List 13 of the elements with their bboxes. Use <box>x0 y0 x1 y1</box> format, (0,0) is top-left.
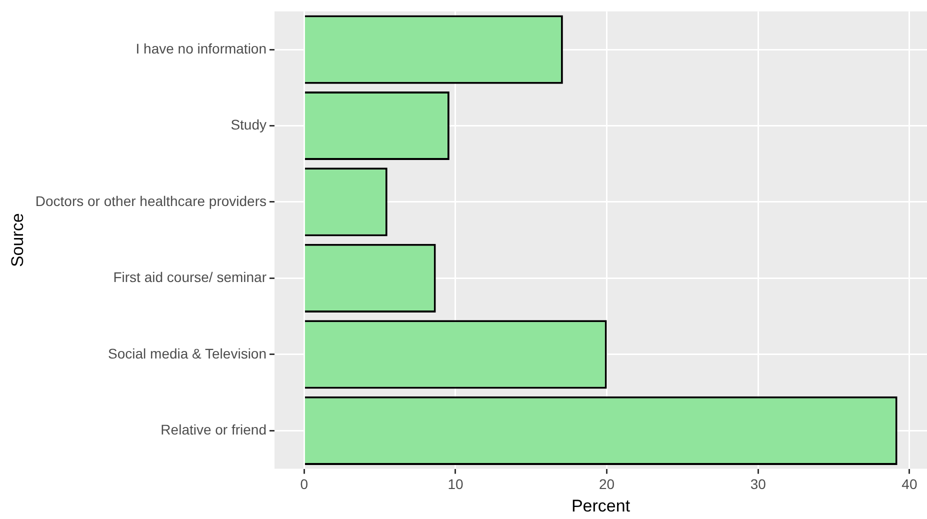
y-tick-label: Relative or friend <box>160 422 267 438</box>
x-tick-label: 20 <box>599 476 615 492</box>
y-tick-label: Study <box>230 116 267 133</box>
y-tick-label: Social media & Television <box>108 345 267 362</box>
x-tick-label: 10 <box>448 476 464 492</box>
x-axis-title: Percent <box>571 496 630 516</box>
x-tick-label: 30 <box>750 476 766 492</box>
y-tick-label: First aid course/ seminar <box>113 269 267 286</box>
x-tick-label: 0 <box>300 476 308 492</box>
y-axis-title: Source <box>8 213 27 268</box>
y-tick-label: Doctors or other healthcare providers <box>35 192 267 209</box>
x-tick-label: 40 <box>902 476 918 492</box>
y-tick-label: I have no information <box>136 40 267 56</box>
